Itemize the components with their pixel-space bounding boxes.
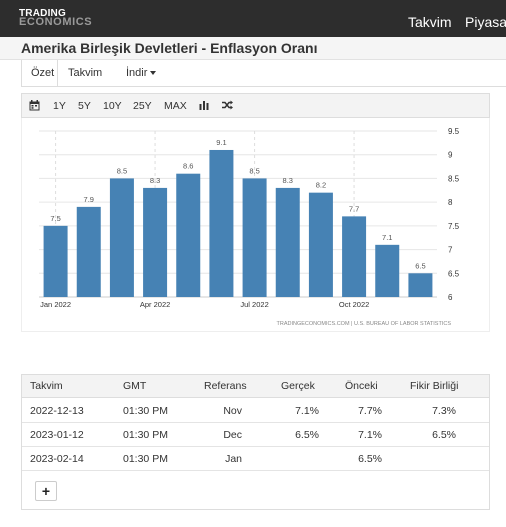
bar-value-label: 8.5 [117, 166, 127, 175]
cell-reference: Jan [225, 453, 242, 465]
bar-value-label: 7.7 [349, 204, 359, 213]
chart-bar[interactable] [375, 244, 400, 297]
cell-gmt: 01:30 PM [123, 429, 168, 441]
cell-reference: Nov [223, 405, 242, 417]
chart-bar[interactable] [342, 216, 367, 297]
y-tick-label: 7.5 [448, 222, 460, 231]
logo-line-2: ECONOMICS [19, 16, 93, 28]
tab-divider [57, 60, 58, 87]
x-tick-label: Jan 2022 [40, 300, 71, 309]
x-tick-label: Apr 2022 [140, 300, 170, 309]
tab-download[interactable]: İndir [126, 67, 157, 79]
cell-date: 2022-12-13 [30, 405, 84, 417]
x-tick-label: Oct 2022 [339, 300, 369, 309]
y-tick-label: 6.5 [448, 269, 460, 278]
y-tick-label: 9.5 [448, 127, 460, 136]
bar-value-label: 8.3 [283, 176, 293, 185]
bar-value-label: 8.2 [316, 181, 326, 190]
chart-bar[interactable] [308, 192, 333, 297]
shuffle-icon[interactable] [222, 100, 233, 110]
tab-summary[interactable]: Özet [31, 67, 55, 79]
cell-date: 2023-01-12 [30, 429, 84, 441]
table-row: 2022-12-13 01:30 PM Nov 7.1% 7.7% 7.3% [22, 399, 489, 423]
range-10y-button[interactable]: 10Y [103, 100, 122, 112]
title-bar: Amerika Birleşik Devletleri - Enflasyon … [0, 37, 506, 60]
nav-link-markets[interactable]: Piyasalar [465, 14, 506, 30]
cell-previous: 7.1% [358, 429, 382, 441]
cell-gmt: 01:30 PM [123, 405, 168, 417]
table-row: 2023-02-14 01:30 PM Jan 6.5% [22, 447, 489, 471]
cell-date: 2023-02-14 [30, 453, 84, 465]
bar-value-label: 8.5 [249, 166, 259, 175]
cell-gmt: 01:30 PM [123, 453, 168, 465]
range-max-button[interactable]: MAX [164, 100, 187, 112]
table-header: Takvim GMT Referans Gerçek Önceki Fikir … [22, 375, 489, 398]
x-tick-label: Jul 2022 [240, 300, 268, 309]
y-tick-label: 7 [448, 246, 453, 255]
bar-value-label: 7.9 [84, 195, 94, 204]
chart-bar[interactable] [242, 178, 267, 297]
bar-value-label: 7.1 [382, 233, 392, 242]
sub-tabs: Özet Takvim İndir [21, 60, 506, 87]
calendar-table: Takvim GMT Referans Gerçek Önceki Fikir … [21, 374, 490, 510]
cell-consensus: 6.5% [432, 429, 456, 441]
chart-source-note: TRADINGECONOMICS.COM | U.S. BUREAU OF LA… [277, 321, 452, 327]
col-header-consensus: Fikir Birliği [410, 380, 459, 392]
chart-bar[interactable] [143, 187, 168, 297]
page-title: Amerika Birleşik Devletleri - Enflasyon … [21, 40, 318, 56]
chart-toolbar: 1Y 5Y 10Y 25Y MAX [21, 93, 490, 118]
chart-labels: 6 6.5 7 7.5 8 8.5 9 9.5 Jan 2022 Apr 2022 Jul 2022… [40, 127, 460, 309]
y-tick-label: 9 [448, 151, 453, 160]
calendar-icon[interactable] [29, 100, 40, 111]
cell-actual: 7.1% [295, 405, 319, 417]
bar-value-label: 9.1 [216, 138, 226, 147]
chart-bar[interactable] [76, 206, 101, 297]
range-25y-button[interactable]: 25Y [133, 100, 152, 112]
site-logo[interactable]: TRADING ECONOMICS [19, 8, 93, 28]
range-5y-button[interactable]: 5Y [78, 100, 91, 112]
bar-chart-icon[interactable] [199, 100, 209, 110]
nav-link-calendar[interactable]: Takvim [408, 14, 452, 30]
bar-value-label: 7.5 [50, 214, 60, 223]
chart-bar[interactable] [176, 173, 201, 297]
bar-value-label: 8.3 [150, 176, 160, 185]
cell-previous: 7.7% [358, 405, 382, 417]
top-nav-bar: TRADING ECONOMICS Takvim Piyasalar [0, 0, 506, 37]
cell-reference: Dec [223, 429, 242, 441]
bar-value-label: 8.6 [183, 162, 193, 171]
col-header-actual: Gerçek [281, 380, 315, 392]
tab-download-label: İndir [126, 67, 148, 79]
chevron-down-icon [150, 71, 157, 76]
add-more-button[interactable]: + [35, 481, 57, 501]
col-header-previous: Önceki [345, 380, 378, 392]
tab-calendar[interactable]: Takvim [68, 67, 103, 79]
chart-bar[interactable] [275, 187, 300, 297]
chart-bar[interactable] [43, 225, 68, 297]
inflation-bar-chart: 6 6.5 7 7.5 8 8.5 9 9.5 Jan 2022 Apr 2022 Jul 2022… [39, 127, 460, 327]
y-tick-label: 6 [448, 293, 453, 302]
inflation-chart-panel: 6 6.5 7 7.5 8 8.5 9 9.5 Jan 2022 Apr 2022 Jul 2022… [21, 118, 490, 332]
bar-value-label: 6.5 [415, 261, 425, 270]
col-header-gmt: GMT [123, 380, 147, 392]
y-tick-label: 8 [448, 198, 453, 207]
chart-bar[interactable] [408, 273, 433, 297]
chart-bars [43, 149, 433, 297]
col-header-date: Takvim [30, 380, 63, 392]
col-header-reference: Referans [204, 380, 247, 392]
cell-actual: 6.5% [295, 429, 319, 441]
y-tick-label: 8.5 [448, 174, 460, 183]
cell-consensus: 7.3% [432, 405, 456, 417]
chart-bar[interactable] [109, 178, 134, 297]
chart-bar[interactable] [209, 149, 234, 297]
table-row: 2023-01-12 01:30 PM Dec 6.5% 7.1% 6.5% [22, 423, 489, 447]
logo-line-1: TRADING [19, 8, 66, 19]
cell-previous: 6.5% [358, 453, 382, 465]
range-1y-button[interactable]: 1Y [53, 100, 66, 112]
